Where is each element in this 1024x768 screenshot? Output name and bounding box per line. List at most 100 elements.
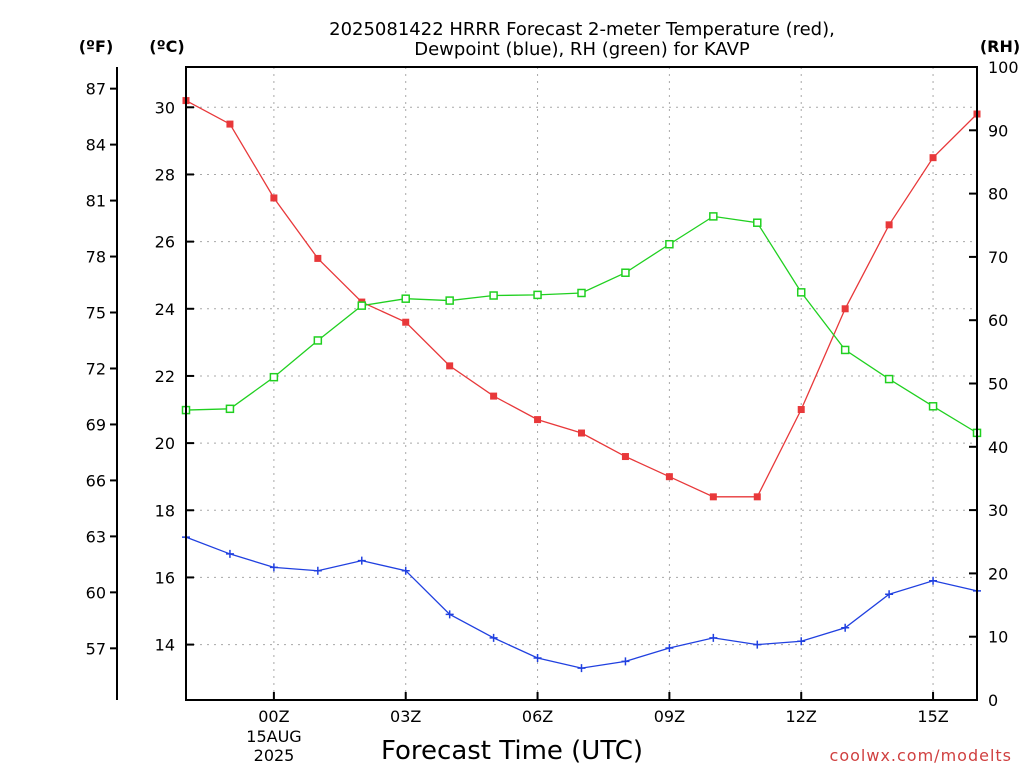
x-axis-title: Forecast Time (UTC) xyxy=(381,736,643,766)
fahrenheit-tick-label: 87 xyxy=(86,80,106,99)
date-label-line2: 2025 xyxy=(254,746,295,765)
x-tick-label: 12Z xyxy=(786,707,817,726)
celsius-tick-label: 18 xyxy=(155,501,175,520)
x-tick-label: 15Z xyxy=(917,707,948,726)
fahrenheit-tick-label: 84 xyxy=(86,136,106,155)
temperature-point xyxy=(753,493,761,501)
rh-point xyxy=(753,218,762,227)
rh-point xyxy=(313,336,323,345)
rh-point xyxy=(225,404,235,414)
dewpoint-point xyxy=(797,637,806,646)
celsius-unit-label: (ºC) xyxy=(149,37,184,56)
dewpoint-point xyxy=(269,563,278,572)
dewpoint-point xyxy=(885,590,894,599)
celsius-tick-label: 16 xyxy=(155,568,175,587)
temperature-point xyxy=(885,221,893,229)
fahrenheit-tick-label: 57 xyxy=(86,639,106,658)
dewpoint-point xyxy=(489,633,498,642)
fahrenheit-tick-label: 75 xyxy=(86,304,106,323)
rh-point xyxy=(401,294,410,303)
rh-point xyxy=(269,372,279,382)
rh-point xyxy=(489,291,498,300)
rh-tick-label: 80 xyxy=(988,185,1008,204)
rh-point xyxy=(840,345,850,355)
celsius-tick-label: 22 xyxy=(155,367,175,386)
rh-point xyxy=(577,288,586,298)
temperature-point xyxy=(797,406,805,414)
temperature-point xyxy=(314,254,322,262)
dewpoint-point xyxy=(665,643,674,652)
grid-lines xyxy=(186,67,977,700)
rh-unit-label: (RH) xyxy=(980,37,1020,56)
fahrenheit-tick-label: 81 xyxy=(86,192,106,211)
x-tick-label: 00Z xyxy=(258,707,289,726)
rh-line xyxy=(185,215,978,434)
rh-point xyxy=(796,288,806,297)
data-series xyxy=(181,97,982,673)
rh-point xyxy=(445,296,454,305)
plot-frame xyxy=(185,66,978,701)
temperature-point xyxy=(841,305,849,313)
rh-tick-label: 90 xyxy=(988,121,1008,140)
rh-point xyxy=(884,374,894,384)
rh-tick-label: 20 xyxy=(988,564,1008,583)
temperature-point xyxy=(226,120,234,128)
temperature-point xyxy=(402,318,410,326)
x-tick-label: 09Z xyxy=(654,707,685,726)
fahrenheit-tick-label: 66 xyxy=(86,471,106,490)
chart-title-line1: 2025081422 HRRR Forecast 2-meter Tempera… xyxy=(329,19,835,40)
dewpoint-point xyxy=(841,623,850,632)
dewpoint-point xyxy=(401,566,410,575)
celsius-tick-label: 20 xyxy=(155,434,175,453)
dewpoint-point xyxy=(621,657,630,666)
date-label-line1: 15AUG xyxy=(246,727,301,746)
credit-text: coolwx.com/modelts xyxy=(830,746,1012,765)
temperature-point xyxy=(490,392,498,400)
temperature-point xyxy=(665,473,673,481)
fahrenheit-tick-label: 72 xyxy=(86,359,106,378)
rh-tick-label: 40 xyxy=(988,438,1008,457)
temperature-point xyxy=(446,362,454,370)
rh-point xyxy=(533,290,542,300)
temperature-point xyxy=(709,493,717,501)
x-tick-label: 06Z xyxy=(522,707,553,726)
dewpoint-point xyxy=(533,654,542,663)
rh-tick-label: 30 xyxy=(988,501,1008,520)
rh-tick-label: 0 xyxy=(988,691,998,710)
temperature-point xyxy=(929,154,937,162)
celsius-tick-label: 14 xyxy=(155,636,175,655)
celsius-tick-label: 26 xyxy=(155,233,175,252)
rh-point xyxy=(357,301,367,310)
chart-title-line2: Dewpoint (blue), RH (green) for KAVP xyxy=(414,39,750,60)
celsius-tick-label: 28 xyxy=(155,165,175,184)
rh-point xyxy=(928,402,938,411)
rh-point xyxy=(665,239,674,249)
x-tick-label: 03Z xyxy=(390,707,421,726)
rh-tick-label: 100 xyxy=(988,58,1019,77)
celsius-tick-label: 30 xyxy=(155,98,175,117)
tick-labels: 00Z 03Z 06Z 09Z 12Z 15Z 14 16 18 20 22 24 26 28 30 57 60… xyxy=(86,58,1019,726)
rh-point xyxy=(709,212,718,221)
dewpoint-point xyxy=(577,664,586,673)
dewpoint-point xyxy=(445,610,454,619)
rh-tick-label: 50 xyxy=(988,375,1008,394)
fahrenheit-unit-label: (ºF) xyxy=(79,37,114,56)
dewpoint-line xyxy=(185,536,978,669)
temperature-point xyxy=(534,416,542,424)
temperature-line xyxy=(185,100,978,498)
rh-tick-label: 10 xyxy=(988,628,1008,647)
rh-point xyxy=(621,268,630,277)
dewpoint-point xyxy=(753,640,762,649)
temperature-point xyxy=(621,453,629,461)
dewpoint-point xyxy=(709,633,718,642)
dewpoint-point xyxy=(225,549,234,558)
celsius-tick-label: 24 xyxy=(155,300,175,319)
fahrenheit-tick-label: 69 xyxy=(86,415,106,434)
fahrenheit-tick-label: 63 xyxy=(86,527,106,546)
dewpoint-point xyxy=(357,556,366,565)
fahrenheit-tick-label: 60 xyxy=(86,583,106,602)
fahrenheit-tick-label: 78 xyxy=(86,248,106,267)
rh-tick-label: 60 xyxy=(988,311,1008,330)
axes xyxy=(110,66,978,701)
